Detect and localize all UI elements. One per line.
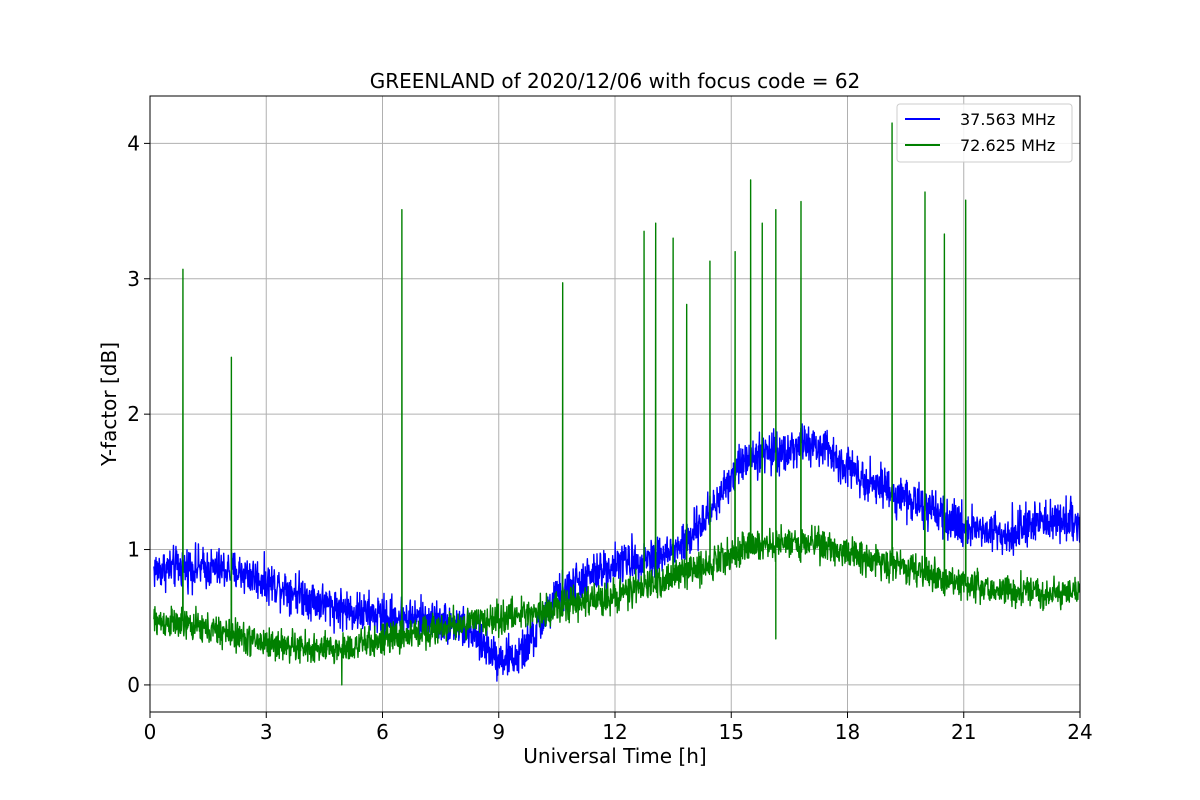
- x-tick-label: 18: [835, 720, 860, 744]
- series-line-1: [153, 122, 1080, 686]
- x-tick-label: 12: [602, 720, 627, 744]
- x-tick-label: 0: [144, 720, 157, 744]
- x-tick-label: 3: [260, 720, 273, 744]
- x-tick-label: 15: [719, 720, 744, 744]
- y-tick-label: 1: [127, 538, 140, 562]
- y-tick-label: 3: [127, 267, 140, 291]
- y-axis: 0 1 2 3 4: [127, 131, 150, 697]
- x-tick-label: 6: [376, 720, 389, 744]
- x-axis-label: Universal Time [h]: [523, 744, 706, 768]
- legend-label-37mhz: 37.563 MHz: [960, 110, 1055, 129]
- legend-frame: [896, 103, 1073, 163]
- x-tick-label: 24: [1067, 720, 1092, 744]
- y-tick-label: 0: [127, 673, 140, 697]
- legend: 37.563 MHz 72.625 MHz: [896, 103, 1073, 163]
- y-tick-label: 4: [127, 131, 140, 155]
- y-axis-label: Y-factor [dB]: [97, 342, 121, 467]
- chart-title: GREENLAND of 2020/12/06 with focus code …: [370, 69, 861, 93]
- x-tick-label: 9: [492, 720, 505, 744]
- legend-label-72mhz: 72.625 MHz: [960, 136, 1055, 155]
- y-tick-label: 2: [127, 402, 140, 426]
- x-axis: 0 3 6 9 12 15 18 21 24: [144, 712, 1093, 744]
- plot-area: [153, 122, 1080, 686]
- x-tick-label: 21: [951, 720, 976, 744]
